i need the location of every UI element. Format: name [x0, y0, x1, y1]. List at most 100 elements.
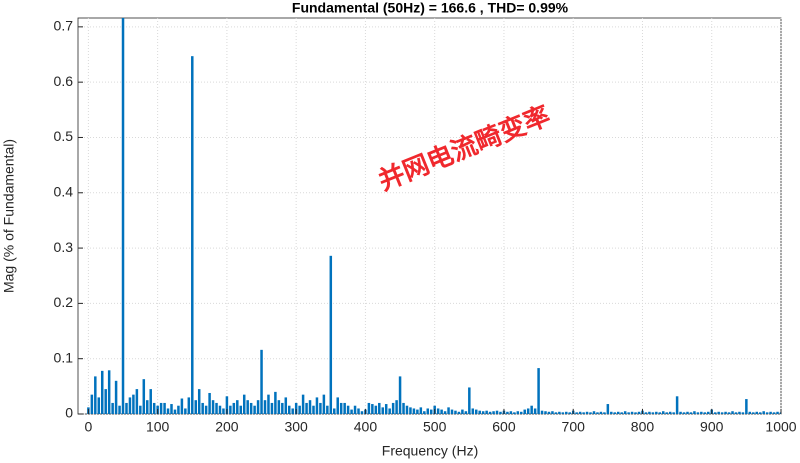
bar	[177, 405, 180, 414]
bar	[173, 409, 177, 414]
bar	[149, 389, 152, 414]
bar	[350, 409, 353, 414]
bar	[236, 400, 239, 414]
bar	[440, 409, 443, 414]
bar	[353, 405, 357, 414]
bar	[100, 370, 104, 414]
bar	[298, 405, 301, 414]
bar	[620, 412, 623, 414]
bar	[346, 405, 350, 414]
bar	[578, 411, 582, 414]
bar	[371, 404, 374, 414]
bar	[734, 412, 738, 414]
x-tick-label: 1000	[765, 419, 796, 435]
bar	[398, 376, 402, 414]
bar	[201, 402, 204, 414]
bar	[436, 408, 440, 414]
bar	[312, 405, 315, 414]
bar	[416, 409, 419, 414]
x-tick-label: 700	[562, 419, 586, 435]
bar	[526, 408, 530, 414]
bar	[253, 405, 256, 414]
y-tick-label: 0.6	[54, 73, 74, 89]
bar	[329, 255, 333, 414]
bar	[187, 397, 191, 414]
y-tick-label: 0.5	[54, 128, 74, 144]
bar	[319, 402, 322, 414]
bar	[128, 397, 132, 414]
bar	[720, 412, 724, 414]
bar	[194, 400, 197, 414]
bar	[461, 409, 464, 414]
bar	[225, 396, 229, 414]
bar	[94, 376, 97, 414]
bar	[495, 410, 499, 414]
x-tick-label: 800	[631, 419, 655, 435]
bar	[506, 411, 509, 414]
bar	[693, 411, 696, 414]
bar	[779, 412, 781, 414]
bar	[90, 394, 94, 414]
x-tick-label: 100	[146, 419, 170, 435]
bar	[648, 411, 651, 414]
bar	[294, 402, 298, 414]
bar	[537, 368, 540, 414]
bar	[111, 402, 114, 414]
bar	[731, 411, 734, 414]
bar	[540, 410, 544, 414]
bar	[592, 411, 596, 414]
bar	[197, 389, 201, 414]
bar	[610, 411, 613, 414]
bar	[658, 412, 662, 414]
bar	[260, 349, 263, 414]
bar	[748, 411, 752, 414]
bar	[724, 411, 727, 414]
bar	[485, 410, 488, 414]
x-axis-label: Frequency (Hz)	[382, 443, 478, 459]
bar	[333, 408, 336, 414]
bar	[232, 402, 236, 414]
bar	[499, 411, 502, 414]
bar	[357, 408, 360, 414]
bar	[513, 412, 516, 414]
bar	[339, 402, 343, 414]
x-tick-label: 0	[84, 419, 92, 435]
bar	[471, 408, 475, 414]
bar	[184, 408, 187, 414]
chart-title: Fundamental (50Hz) = 166.6 , THD= 0.99%	[292, 0, 569, 16]
bar	[565, 411, 568, 414]
bar	[533, 408, 537, 414]
bar	[443, 411, 447, 414]
bar	[405, 405, 409, 414]
bar	[516, 411, 520, 414]
bar	[246, 400, 249, 414]
bar	[637, 411, 641, 414]
bar	[107, 370, 111, 414]
bar	[707, 411, 710, 414]
bar	[447, 407, 450, 414]
bar	[301, 394, 305, 414]
bar	[215, 402, 218, 414]
bar	[360, 411, 364, 414]
bar	[468, 387, 471, 414]
bar	[315, 397, 319, 414]
y-tick-label: 0.1	[54, 349, 74, 365]
plot-area	[77, 17, 782, 415]
bar	[544, 411, 547, 414]
bar	[191, 56, 194, 414]
bar	[554, 412, 558, 414]
bar	[623, 411, 627, 414]
bar	[450, 409, 454, 414]
bar	[599, 411, 603, 414]
bar	[454, 410, 457, 414]
bar	[758, 412, 762, 414]
bar	[703, 412, 707, 414]
bar	[738, 411, 741, 414]
bar	[388, 408, 391, 414]
bar	[204, 405, 208, 414]
bar	[284, 397, 288, 414]
bar	[152, 402, 156, 414]
bar	[170, 404, 173, 414]
bar	[336, 397, 339, 414]
